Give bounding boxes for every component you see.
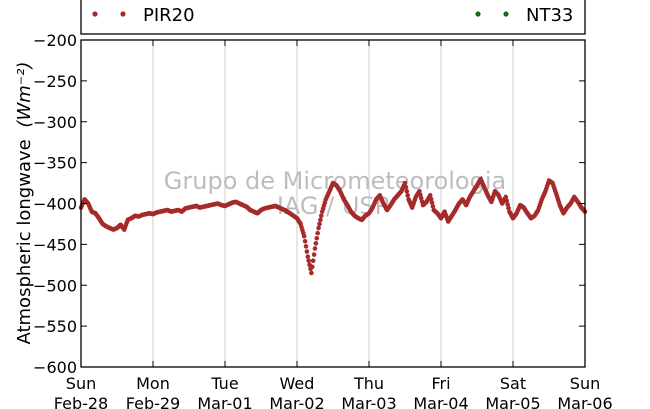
data-point-interp (304, 249, 310, 254)
x-tick-label-date: Mar-01 (197, 394, 252, 409)
data-point-interp (310, 264, 315, 270)
data-point (301, 233, 307, 239)
x-tick-label-day: Sun (570, 374, 600, 393)
x-tick-label-day: Mon (136, 374, 170, 393)
y-axis-label-text: Atmospheric longwave (14, 139, 35, 344)
legend: PIR20 NT33 (80, 0, 586, 35)
data-point-interp (319, 213, 324, 219)
x-tick-label-day: Thu (353, 374, 384, 393)
y-axis-label: Atmospheric longwave (Wm⁻²) (14, 61, 35, 344)
data-point-interp (317, 221, 322, 227)
data-point-interp (405, 193, 411, 198)
y-tick-label: −500 (33, 276, 77, 295)
data-point-interp (506, 205, 511, 211)
legend-label-nt33: NT33 (526, 5, 573, 26)
x-tick-label-day: Sun (66, 374, 96, 393)
data-point-interp (306, 258, 312, 264)
y-tick-label: −200 (33, 31, 77, 50)
data-point (309, 270, 314, 276)
data-point-interp (430, 204, 436, 209)
data-point-interp (303, 244, 309, 249)
data-point-interp (314, 235, 320, 241)
data-point-interp (315, 230, 321, 236)
data-point (503, 194, 509, 200)
data-point (312, 246, 318, 251)
legend-marker-nt33-2 (503, 11, 509, 17)
plot-area: Grupo de Micrometeorologia IAG / USP (78, 39, 588, 368)
data-point-interp (428, 196, 434, 202)
y-axis: −200 −250 −300 −350 −400 −450 −500 −550 −600 (33, 31, 585, 377)
y-tick-label: −250 (33, 72, 77, 91)
data-point-interp (418, 195, 424, 201)
x-tick-label-date: Feb-29 (126, 394, 180, 409)
data-point (305, 254, 311, 259)
data-point (417, 188, 422, 194)
y-tick-label: −350 (33, 154, 77, 173)
data-point-interp (313, 241, 319, 246)
x-tick-label-date: Mar-03 (341, 394, 396, 409)
data-point-interp (310, 258, 316, 264)
data-point-interp (404, 188, 410, 194)
legend-marker-pir20-2 (120, 11, 126, 17)
watermark: Grupo de Micrometeorologia IAG / USP (164, 167, 506, 220)
legend-marker-pir20-1 (92, 11, 98, 17)
y-tick-label: −550 (33, 317, 77, 336)
x-tick-label-date: Mar-02 (269, 394, 324, 409)
watermark-line-1: Grupo de Micrometeorologia (164, 167, 506, 195)
x-axis: SunFeb-28MonFeb-29TueMar-01WedMar-02ThuM… (54, 40, 613, 409)
data-point-interp (311, 252, 317, 257)
data-point-interp (318, 217, 323, 223)
x-tick-label-date: Mar-06 (557, 394, 612, 409)
x-tick-label-date: Feb-28 (54, 394, 108, 409)
x-tick-label-date: Mar-04 (413, 394, 468, 409)
data-point (402, 180, 408, 186)
data-point-interp (429, 200, 435, 205)
y-tick-label: −450 (33, 235, 77, 254)
x-tick-label-day: Wed (280, 374, 315, 393)
y-axis-label-units: (Wm⁻²) (14, 61, 35, 127)
data-point-interp (302, 239, 308, 244)
x-tick-label-day: Sat (500, 374, 526, 393)
data-point (427, 193, 433, 198)
x-tick-label-day: Tue (210, 374, 238, 393)
y-tick-label: −400 (33, 195, 77, 214)
legend-label-pir20: PIR20 (143, 5, 195, 26)
legend-marker-nt33-1 (475, 11, 481, 17)
x-tick-label-day: Fri (431, 374, 450, 393)
x-tick-label-date: Mar-05 (485, 394, 540, 409)
data-point-interp (505, 202, 510, 207)
data-point (316, 225, 321, 231)
y-tick-label: −300 (33, 113, 77, 132)
y-tick-label: −600 (33, 358, 77, 377)
data-point-interp (504, 198, 510, 203)
data-point-interp (403, 184, 409, 190)
data-point-interp (418, 192, 423, 198)
svg-text:Atmospheric longwave (Wm: Atmospheric longwave (Wm⁻²) (14, 61, 35, 344)
